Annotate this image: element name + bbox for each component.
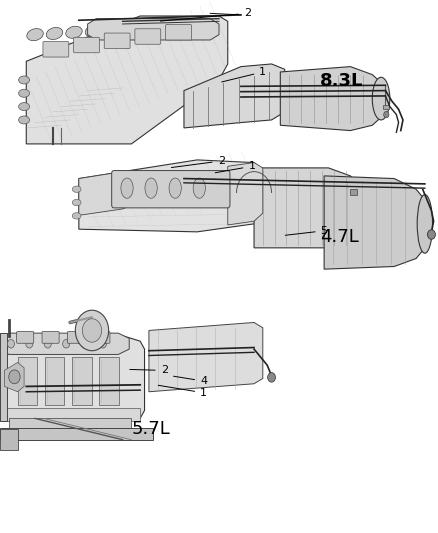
Polygon shape	[79, 172, 131, 215]
Ellipse shape	[66, 26, 82, 38]
Circle shape	[75, 310, 109, 351]
Ellipse shape	[183, 19, 199, 31]
Text: 1: 1	[222, 67, 266, 82]
Ellipse shape	[105, 24, 121, 36]
Circle shape	[63, 340, 70, 348]
Polygon shape	[184, 64, 285, 128]
Text: 2: 2	[171, 156, 225, 167]
Ellipse shape	[124, 23, 141, 35]
Bar	[18, 357, 37, 405]
FancyBboxPatch shape	[74, 37, 99, 53]
Circle shape	[82, 319, 102, 342]
Polygon shape	[254, 168, 359, 248]
Polygon shape	[149, 322, 263, 392]
Circle shape	[44, 340, 51, 348]
Ellipse shape	[18, 102, 30, 110]
Bar	[0, 333, 7, 421]
Text: 2: 2	[130, 366, 168, 375]
Ellipse shape	[72, 186, 81, 192]
Text: 5: 5	[285, 226, 328, 236]
Circle shape	[99, 340, 106, 348]
Circle shape	[81, 340, 88, 348]
Ellipse shape	[144, 21, 160, 34]
Bar	[350, 189, 357, 195]
Text: 1: 1	[158, 385, 207, 398]
Text: 1: 1	[215, 161, 255, 173]
Polygon shape	[79, 160, 263, 232]
Circle shape	[9, 370, 20, 384]
Ellipse shape	[163, 20, 180, 33]
Ellipse shape	[193, 178, 205, 198]
FancyBboxPatch shape	[42, 332, 59, 343]
Ellipse shape	[72, 213, 81, 219]
Ellipse shape	[372, 77, 390, 120]
Ellipse shape	[27, 29, 43, 41]
Bar	[0, 429, 18, 450]
Circle shape	[384, 111, 389, 118]
FancyBboxPatch shape	[93, 332, 110, 343]
Ellipse shape	[46, 27, 63, 39]
FancyBboxPatch shape	[67, 332, 85, 343]
FancyBboxPatch shape	[112, 171, 230, 208]
Bar	[45, 357, 64, 405]
Text: 2: 2	[160, 9, 251, 21]
Bar	[72, 357, 92, 405]
Text: 8.3L: 8.3L	[320, 72, 363, 90]
Bar	[99, 357, 119, 405]
Polygon shape	[88, 19, 219, 40]
Ellipse shape	[18, 76, 30, 84]
Bar	[383, 105, 389, 109]
Bar	[0, 428, 153, 440]
Circle shape	[427, 230, 435, 239]
Polygon shape	[2, 333, 129, 354]
Text: 4: 4	[173, 376, 207, 386]
Circle shape	[268, 373, 276, 382]
Text: 5.7L: 5.7L	[131, 420, 170, 438]
Polygon shape	[4, 408, 140, 421]
Polygon shape	[228, 163, 263, 225]
FancyBboxPatch shape	[17, 332, 34, 343]
FancyBboxPatch shape	[135, 29, 161, 44]
Ellipse shape	[18, 89, 30, 98]
Polygon shape	[26, 16, 228, 144]
Circle shape	[7, 340, 14, 348]
Ellipse shape	[417, 195, 433, 253]
FancyBboxPatch shape	[43, 42, 69, 57]
Ellipse shape	[72, 199, 81, 206]
Ellipse shape	[121, 178, 133, 198]
Polygon shape	[280, 67, 381, 131]
Ellipse shape	[85, 25, 102, 37]
Circle shape	[26, 340, 33, 348]
Polygon shape	[324, 176, 425, 269]
FancyBboxPatch shape	[104, 33, 130, 49]
Ellipse shape	[18, 116, 30, 124]
Ellipse shape	[145, 178, 157, 198]
Polygon shape	[4, 336, 145, 421]
FancyBboxPatch shape	[166, 25, 191, 40]
Text: 4.7L: 4.7L	[320, 228, 358, 246]
Ellipse shape	[169, 178, 181, 198]
Polygon shape	[4, 362, 24, 392]
Polygon shape	[9, 418, 131, 429]
